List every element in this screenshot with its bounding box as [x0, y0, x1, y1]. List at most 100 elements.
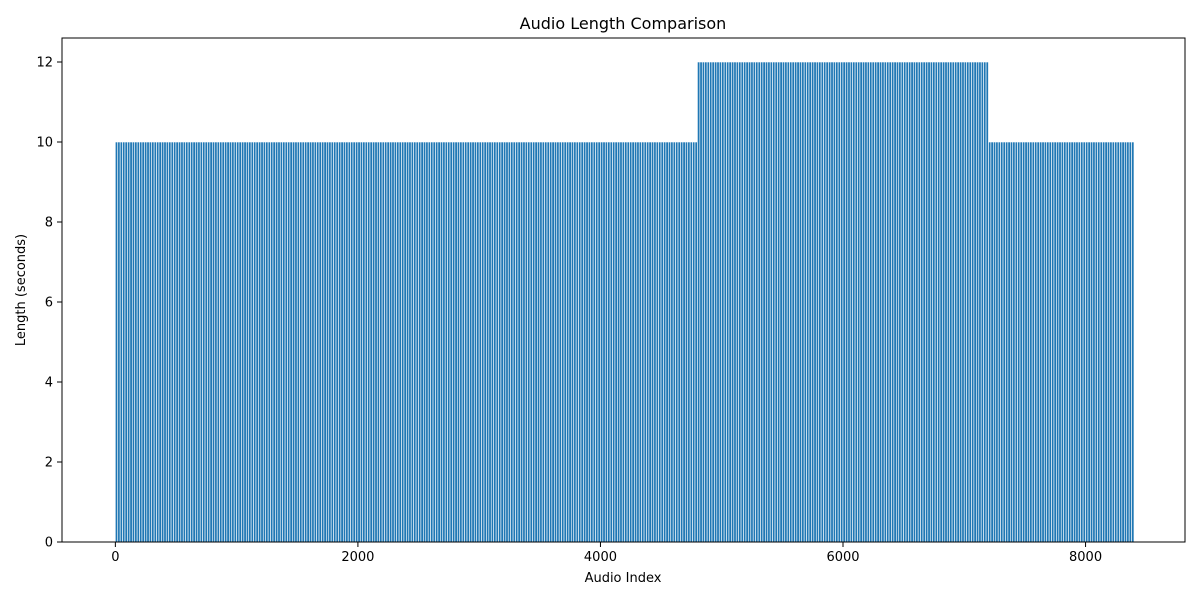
bar-segment-1 — [141, 141, 145, 543]
bar-segment-1 — [682, 141, 686, 543]
bar-segment-1 — [634, 141, 638, 543]
bar-segment-1 — [651, 141, 655, 543]
bar-segment-2 — [903, 61, 907, 543]
y-axis-ticks: 0 2 4 6 8 10 12 — [36, 56, 62, 551]
bar-segment-1 — [490, 141, 494, 543]
bar-segment-1 — [156, 141, 160, 543]
bar-segment-1 — [522, 141, 526, 543]
bar-segment-2 — [934, 61, 938, 543]
bar-segment-1 — [692, 141, 696, 543]
x-tick-label: 0 — [111, 550, 119, 565]
bar-segment-1 — [316, 141, 320, 543]
bar-segment-3 — [995, 141, 999, 543]
bar-segment-1 — [146, 141, 150, 543]
bar-segment-1 — [328, 141, 332, 543]
bar-segment-1 — [614, 141, 618, 543]
bar-segment-1 — [301, 141, 305, 543]
bar-segment-2 — [883, 61, 887, 543]
bar-segment-3 — [1000, 141, 1004, 543]
bar-segment-1 — [578, 141, 582, 543]
bar-segment-2 — [954, 61, 958, 543]
bar-segment-1 — [629, 141, 633, 543]
bar-segment-3 — [1119, 141, 1123, 543]
bar-segment-1 — [367, 141, 371, 543]
bar-segment-2 — [966, 61, 970, 543]
bar-segment-1 — [563, 141, 567, 543]
bar-segment-2 — [752, 61, 756, 543]
bar-segment-1 — [510, 141, 514, 543]
bar-segment-2 — [845, 61, 849, 543]
bar-segment-3 — [1065, 141, 1069, 543]
bar-segment-3 — [1104, 141, 1108, 543]
bar-segment-1 — [374, 141, 378, 543]
bar-segment-2 — [862, 61, 866, 543]
bar-segment-1 — [609, 141, 613, 543]
bar-segment-1 — [359, 141, 363, 543]
bar-segment-1 — [245, 141, 249, 543]
bar-segment-1 — [561, 141, 565, 543]
bar-segment-2 — [961, 61, 965, 543]
bar-segment-1 — [195, 141, 199, 543]
bar-segment-1 — [398, 141, 402, 543]
bar-segment-1 — [544, 141, 548, 543]
bar-segment-3 — [1019, 141, 1023, 543]
bar-segment-1 — [321, 141, 325, 543]
bar-segment-3 — [1094, 141, 1098, 543]
bar-segment-1 — [372, 141, 376, 543]
bar-segment-1 — [546, 141, 550, 543]
bar-segment-3 — [1014, 141, 1018, 543]
bar-segment-1 — [260, 141, 264, 543]
bar-segment-1 — [486, 141, 490, 543]
y-tick-label: 0 — [45, 536, 53, 551]
bar-segment-1 — [437, 141, 441, 543]
bar-segment-1 — [515, 141, 519, 543]
bar-segment-1 — [464, 141, 468, 543]
bar-segment-2 — [755, 61, 759, 543]
bar-segment-2 — [976, 61, 980, 543]
bar-segment-2 — [697, 61, 701, 543]
bar-segment-1 — [442, 141, 446, 543]
bar-segment-2 — [864, 61, 868, 543]
bar-segment-1 — [347, 141, 351, 543]
bar-segment-1 — [675, 141, 679, 543]
bar-segment-1 — [604, 141, 608, 543]
bar-segment-1 — [318, 141, 322, 543]
bar-segment-1 — [427, 141, 431, 543]
bar-segment-1 — [182, 141, 186, 543]
bar-segment-1 — [512, 141, 516, 543]
bar-segment-2 — [709, 61, 713, 543]
bar-segment-1 — [624, 141, 628, 543]
bar-segment-2 — [714, 61, 718, 543]
bar-segment-2 — [920, 61, 924, 543]
bar-segment-3 — [1029, 141, 1033, 543]
x-axis-ticks: 0 2000 4000 6000 8000 — [111, 542, 1102, 565]
chart-title: Audio Length Comparison — [520, 14, 727, 33]
bar-segment-3 — [1024, 141, 1028, 543]
bar-segment-1 — [665, 141, 669, 543]
bar-segment-3 — [1121, 141, 1125, 543]
bar-segment-1 — [575, 141, 579, 543]
bar-segment-2 — [959, 61, 963, 543]
bar-segment-1 — [600, 141, 604, 543]
bar-segment-2 — [721, 61, 725, 543]
bar-segment-2 — [968, 61, 972, 543]
bar-segment-2 — [789, 61, 793, 543]
bar-segment-1 — [612, 141, 616, 543]
bar-segment-2 — [888, 61, 892, 543]
bar-segment-3 — [1124, 141, 1128, 543]
bar-segment-1 — [551, 141, 555, 543]
bar-segment-1 — [243, 141, 247, 543]
bar-segment-2 — [811, 61, 815, 543]
bar-segment-3 — [1053, 141, 1057, 543]
bar-segment-3 — [1116, 141, 1120, 543]
bar-segment-2 — [748, 61, 752, 543]
bar-segment-2 — [854, 61, 858, 543]
bar-segment-1 — [447, 141, 451, 543]
bar-segment-1 — [115, 141, 119, 543]
bar-segment-1 — [357, 141, 361, 543]
bar-segment-1 — [389, 141, 393, 543]
bar-segment-1 — [648, 141, 652, 543]
bar-segment-1 — [641, 141, 645, 543]
bar-segment-1 — [187, 141, 191, 543]
bar-segment-2 — [786, 61, 790, 543]
